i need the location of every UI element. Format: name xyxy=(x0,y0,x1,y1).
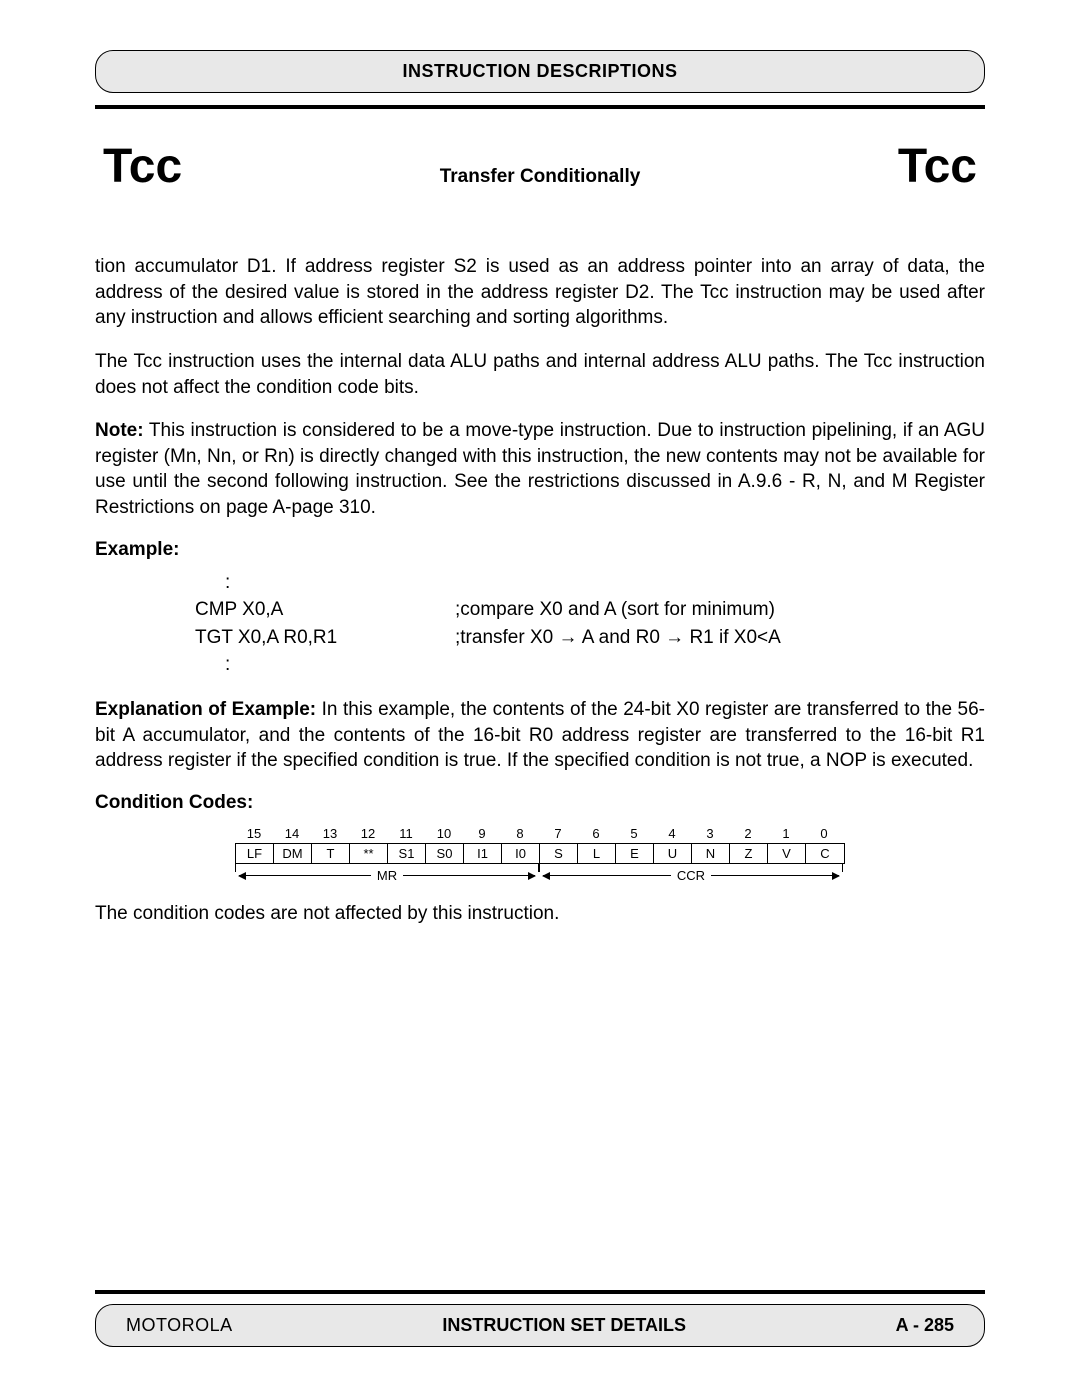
example-comment: ;transfer X0 → A and R0 → R1 if X0<A xyxy=(455,624,985,652)
condition-codes-label: Condition Codes: xyxy=(95,792,985,814)
cc-span: CCR xyxy=(539,868,843,883)
explanation-label: Explanation of Example: xyxy=(95,699,316,720)
cc-bitnum: 0 xyxy=(805,826,843,843)
cc-bitnum: 8 xyxy=(501,826,539,843)
cc-bitnum: 10 xyxy=(425,826,463,843)
footer-rule xyxy=(95,1290,985,1294)
cc-span-labels: MR CCR xyxy=(235,868,845,883)
cc-cell: L xyxy=(578,844,616,863)
footer-right: A - 285 xyxy=(896,1315,954,1336)
footer-bar: MOTOROLA INSTRUCTION SET DETAILS A - 285 xyxy=(95,1304,985,1347)
mnemonic-left: Tcc xyxy=(103,139,182,194)
cc-bitnum: 11 xyxy=(387,826,425,843)
cc-bitnum: 13 xyxy=(311,826,349,843)
header-rule xyxy=(95,105,985,109)
cc-cell: LF xyxy=(236,844,274,863)
mnemonic-right: Tcc xyxy=(898,139,977,194)
cc-cell: T xyxy=(312,844,350,863)
cc-bitnum: 6 xyxy=(577,826,615,843)
cc-span-label: CCR xyxy=(671,868,711,883)
cc-bit-cells: LFDMT**S1S0I1I0SLEUNZVC xyxy=(235,843,845,864)
cc-bitnum: 5 xyxy=(615,826,653,843)
cc-bitnum: 3 xyxy=(691,826,729,843)
cc-cell: C xyxy=(806,844,844,863)
example-code: CMP X0,A xyxy=(195,596,455,624)
footer: MOTOROLA INSTRUCTION SET DETAILS A - 285 xyxy=(95,1290,985,1347)
header-title: INSTRUCTION DESCRIPTIONS xyxy=(402,61,677,81)
cc-bitnum: 14 xyxy=(273,826,311,843)
example-block: : CMP X0,A;compare X0 and A (sort for mi… xyxy=(95,569,985,679)
instruction-title-row: Tcc Transfer Conditionally Tcc xyxy=(95,139,985,194)
example-row: TGT X0,A R0,R1;transfer X0 → A and R0 → … xyxy=(195,624,985,652)
cc-bitnum: 12 xyxy=(349,826,387,843)
paragraph: tion accumulator D1. If address register… xyxy=(95,254,985,331)
header-bar: INSTRUCTION DESCRIPTIONS xyxy=(95,50,985,93)
cc-bitnum: 9 xyxy=(463,826,501,843)
example-colon: : xyxy=(195,569,455,597)
note-label: Note: xyxy=(95,420,144,441)
cc-bitnum: 7 xyxy=(539,826,577,843)
cc-bitnum: 1 xyxy=(767,826,805,843)
example-colon: : xyxy=(195,651,455,679)
condition-codes-diagram: 1514131211109876543210 LFDMT**S1S0I1I0SL… xyxy=(95,826,985,883)
footer-left: MOTOROLA xyxy=(126,1315,233,1336)
cc-cell: DM xyxy=(274,844,312,863)
example-row: : xyxy=(195,651,985,679)
cc-cell: V xyxy=(768,844,806,863)
cc-bit-numbers: 1514131211109876543210 xyxy=(235,826,845,843)
cc-cell: Z xyxy=(730,844,768,863)
cc-cell: E xyxy=(616,844,654,863)
cc-cell: N xyxy=(692,844,730,863)
explanation-paragraph: Explanation of Example: In this example,… xyxy=(95,697,985,774)
cc-cell: S0 xyxy=(426,844,464,863)
note-body: This instruction is considered to be a m… xyxy=(95,420,985,518)
cc-note: The condition codes are not affected by … xyxy=(95,901,985,927)
cc-cell: I1 xyxy=(464,844,502,863)
example-code: TGT X0,A R0,R1 xyxy=(195,624,455,652)
example-comment: ;compare X0 and A (sort for minimum) xyxy=(455,596,985,624)
instruction-name: Transfer Conditionally xyxy=(440,166,641,188)
cc-cell: I0 xyxy=(502,844,540,863)
cc-bitnum: 15 xyxy=(235,826,273,843)
page: INSTRUCTION DESCRIPTIONS Tcc Transfer Co… xyxy=(0,0,1080,995)
example-row: CMP X0,A;compare X0 and A (sort for mini… xyxy=(195,596,985,624)
cc-cell: U xyxy=(654,844,692,863)
cc-span-label: MR xyxy=(371,868,403,883)
note-paragraph: Note: This instruction is considered to … xyxy=(95,418,985,521)
cc-cell: ** xyxy=(350,844,388,863)
cc-bitnum: 4 xyxy=(653,826,691,843)
example-label: Example: xyxy=(95,539,985,561)
cc-cell: S xyxy=(540,844,578,863)
cc-bitnum: 2 xyxy=(729,826,767,843)
example-row: : xyxy=(195,569,985,597)
footer-mid: INSTRUCTION SET DETAILS xyxy=(442,1315,686,1336)
cc-cell: S1 xyxy=(388,844,426,863)
paragraph: The Tcc instruction uses the internal da… xyxy=(95,349,985,400)
cc-span: MR xyxy=(235,868,539,883)
